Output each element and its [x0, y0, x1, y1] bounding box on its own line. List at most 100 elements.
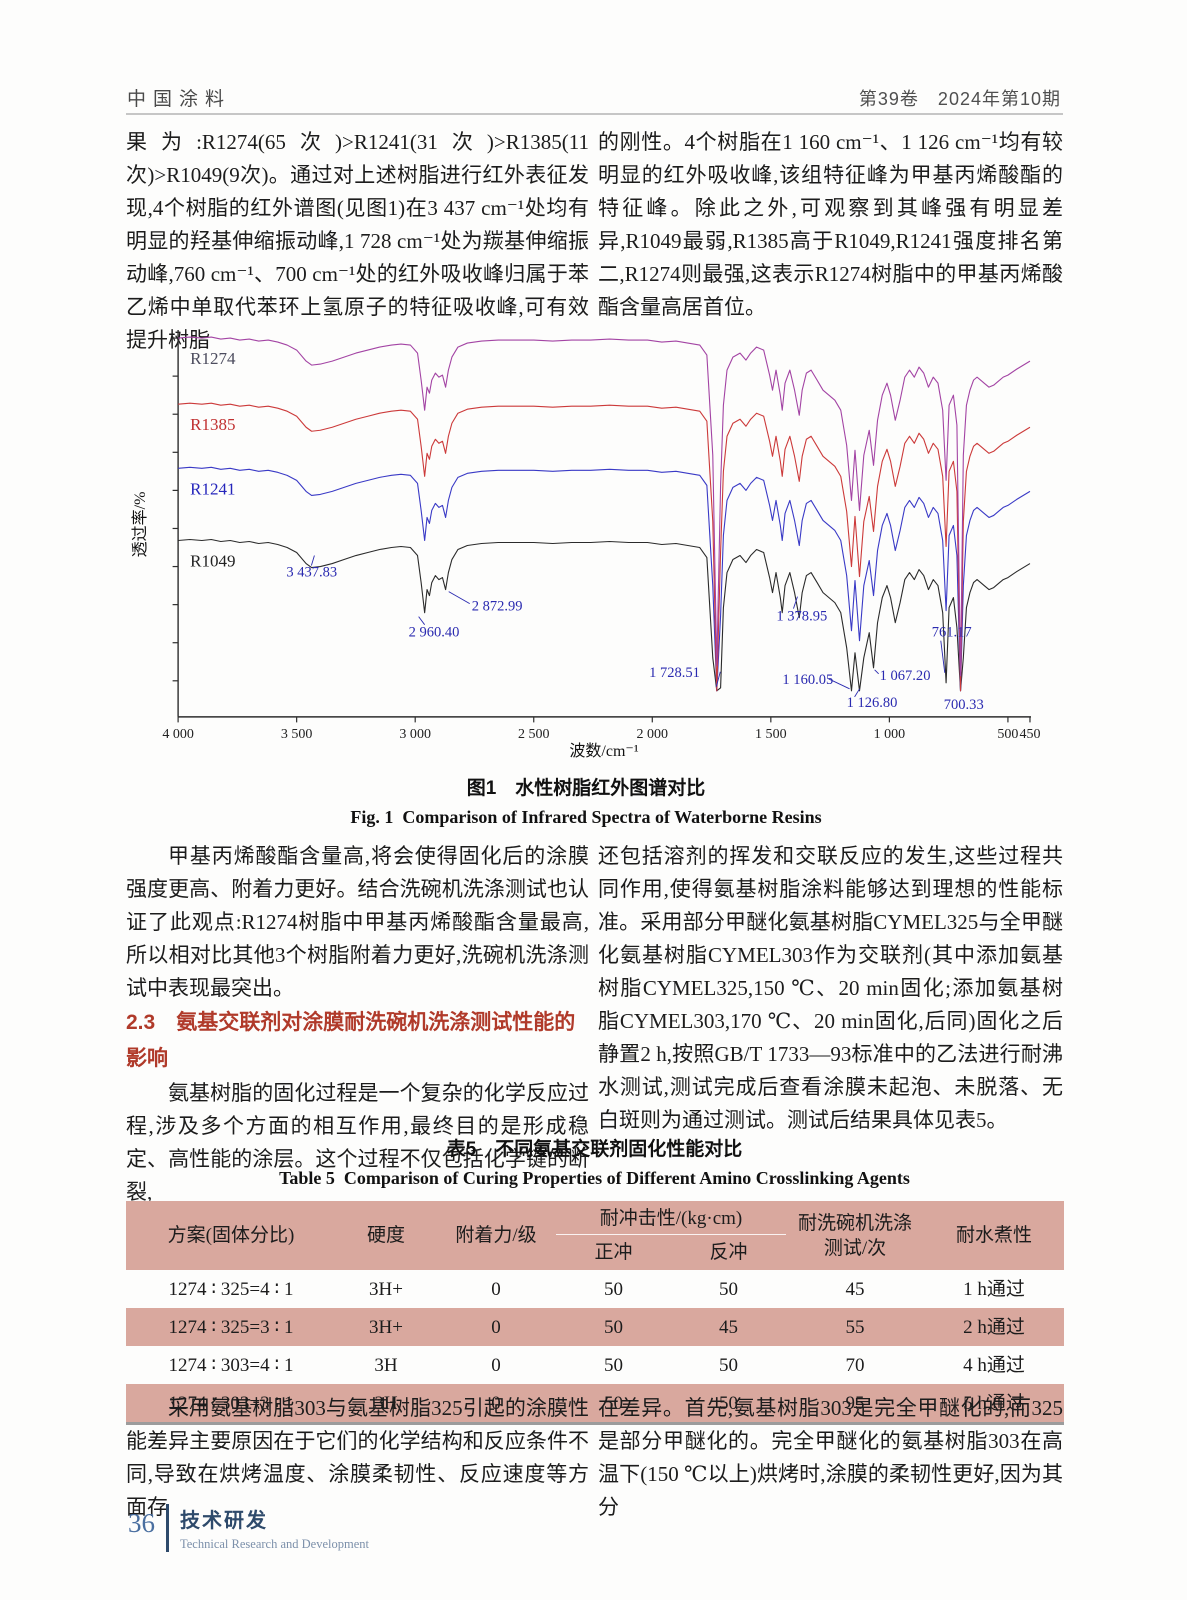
- table-cell: 50: [604, 1278, 623, 1300]
- paragraph: 在差异。首先,氨基树脂303是完全甲醚化的,而325是部分甲醚化的。完全甲醚化的…: [598, 1396, 1063, 1519]
- figure-caption-zh: 图1 水性树脂红外图谱对比: [466, 778, 706, 799]
- table-cell: 1274 ∶ 325=3 ∶ 1: [126, 1308, 336, 1346]
- peak-annotation: 1 067.20: [880, 668, 931, 684]
- table-cell: 50: [556, 1384, 671, 1424]
- peak-leader-line: [310, 555, 315, 566]
- peak-leader-line: [940, 640, 946, 673]
- table-cell: 55: [786, 1308, 925, 1346]
- footer-section: 技术研发 Technical Research and Development: [180, 1500, 369, 1552]
- table-cell: 3H: [374, 1354, 398, 1376]
- mid-column-right: 还包括溶剂的挥发和交联反应的发生,这些过程共同作用,使得氨基树脂涂料能够达到理想…: [598, 840, 1063, 1137]
- col-header-adhesion: 附着力/级: [436, 1201, 556, 1270]
- x-tick-label: 3 500: [281, 726, 313, 742]
- x-tick-label: 3 000: [399, 726, 431, 742]
- section-heading-2-3: 2.3 氨基交联剂对涂膜耐洗碗机洗涤测试性能的影响: [126, 1011, 576, 1070]
- figure-caption-en: Fig. 1 Comparison of Infrared Spectra of…: [350, 807, 822, 827]
- y-axis-title: 透过率/%: [131, 492, 149, 558]
- mid-column-left: 甲基丙烯酸酯含量高,将会使得固化后的涂膜强度更高、附着力更好。结合洗碗机洗涤测试…: [126, 840, 589, 1209]
- series-label-R1241: R1241: [190, 479, 235, 498]
- page-number: 36: [128, 1508, 155, 1538]
- peak-leader-line: [418, 616, 426, 625]
- col-header-boil: 耐水煮性: [924, 1201, 1065, 1270]
- spectrum-curve-R1241: [178, 466, 1031, 692]
- peak-annotation: 761.17: [932, 625, 972, 641]
- peak-leader-line: [854, 688, 860, 698]
- col-header-dishwash: 耐洗碗机洗涤测试/次: [786, 1201, 925, 1270]
- table-header: 方案(固体分比) 硬度 附着力/级 耐冲击性/(kg·cm) 耐洗碗机洗涤测试/…: [126, 1201, 1065, 1270]
- table-cell: 5 h通过: [924, 1384, 1065, 1424]
- paragraph: 果为:R1274(65次)>R1241(31次)>R1385(11次)>R104…: [126, 130, 589, 352]
- table-cell: 3H+: [336, 1308, 436, 1346]
- table-cell: 1274 ∶ 303=4 ∶ 1: [168, 1354, 294, 1376]
- page-footer: 36 技术研发 Technical Research and Developme…: [128, 1500, 369, 1552]
- col-header-scheme: 方案(固体分比): [126, 1201, 336, 1270]
- x-tick-label: 1 000: [874, 726, 906, 742]
- intro-column-right: 的刚性。4个树脂在1 160 cm⁻¹、1 126 cm⁻¹均有较明显的红外吸收…: [598, 126, 1063, 324]
- peak-annotation: 3 437.83: [286, 565, 337, 581]
- footer-section-zh: 技术研发: [180, 1510, 268, 1532]
- col-header-impact-negative: 反冲: [671, 1234, 787, 1270]
- paragraph: 氨基树脂的固化过程是一个复杂的化学反应过程,涉及多个方面的相互作用,最终目的是形…: [126, 1081, 589, 1204]
- series-label-R1049: R1049: [190, 552, 235, 571]
- table-5-section: 表5 不同氨基交联剂固化性能对比 Table 5 Comparison of C…: [126, 1134, 1065, 1425]
- paragraph: 采用氨基树脂303与氨基树脂325引起的涂膜性能差异主要原因在于它们的化学结构和…: [126, 1396, 589, 1519]
- table-cell: 3H: [336, 1384, 436, 1424]
- table-row: 1274 ∶ 303=4 ∶ 1 3H 0 50 50 70 4 h通过: [126, 1346, 1064, 1384]
- peak-annotation: 1 728.51: [649, 665, 700, 681]
- table-cell: 0: [491, 1278, 501, 1300]
- x-tick-label: 4 000: [162, 726, 194, 742]
- x-axis-title: 波数/cm⁻¹: [569, 742, 639, 760]
- series-label-R1385: R1385: [190, 415, 235, 434]
- table-cell: 50: [719, 1278, 738, 1300]
- table-cell: 50: [604, 1354, 623, 1376]
- ir-spectra-svg: 4 000 3 500 3 000 2 500 2 000 1 500 1 000 500 45…: [131, 330, 1040, 760]
- peak-leader-line: [448, 591, 470, 605]
- peak-leader-line: [793, 596, 798, 609]
- spectrum-curve-R1049: [178, 538, 1031, 692]
- table-row: 1274 ∶ 325=3 ∶ 1 3H+ 0 50 45 55 2 h通过: [126, 1308, 1065, 1346]
- intro-column-left: 果为:R1274(65次)>R1241(31次)>R1385(11次)>R104…: [126, 126, 589, 357]
- paragraph: 还包括溶剂的挥发和交联反应的发生,这些过程共同作用,使得氨基树脂涂料能够达到理想…: [598, 844, 1063, 1132]
- journal-name: 中国涂料: [127, 89, 232, 110]
- peak-annotation: 1 126.80: [847, 695, 898, 711]
- issue-info: 第39卷 2024年第10期: [858, 89, 1061, 109]
- col-header-impact-positive: 正冲: [556, 1234, 671, 1270]
- col-header-hardness: 硬度: [336, 1201, 436, 1270]
- peak-annotation: 700.33: [944, 697, 984, 713]
- table-cell: 50: [719, 1354, 738, 1376]
- peak-leader-line: [828, 678, 850, 690]
- bottom-column-left: 采用氨基树脂303与氨基树脂325引起的涂膜性能差异主要原因在于它们的化学结构和…: [126, 1392, 589, 1524]
- table-row: 1274 ∶ 303=3 ∶ 1 3H 0 50 50 95 5 h通过: [126, 1384, 1065, 1424]
- table-cell: 1274 ∶ 325=4 ∶ 1: [168, 1278, 294, 1300]
- spectrum-curve-R1274: [178, 336, 1031, 677]
- paragraph: 甲基丙烯酸酯含量高,将会使得固化后的涂膜强度更高、附着力更好。结合洗碗机洗涤测试…: [126, 844, 589, 1000]
- x-tick-label: 450: [1019, 726, 1040, 742]
- table-cell: 0: [491, 1354, 501, 1376]
- table-title-zh: 表5 不同氨基交联剂固化性能对比: [446, 1139, 743, 1160]
- spectrum-curve-R1385: [178, 402, 1031, 692]
- x-tick-label: 500: [997, 726, 1018, 742]
- table-row: 1274 ∶ 325=4 ∶ 1 3H+ 0 50 50 45 1 h通过: [126, 1270, 1064, 1308]
- table-cell: 50: [556, 1308, 671, 1346]
- series-label-R1274: R1274: [190, 349, 236, 368]
- x-tick-label: 2 000: [637, 726, 669, 742]
- peak-leader-line: [715, 671, 721, 687]
- table-cell: 1 h通过: [963, 1278, 1025, 1300]
- results-table-body: 1274 ∶ 325=4 ∶ 1 3H+ 0 50 50 45 1 h通过 1274 ∶ 32…: [126, 1270, 1065, 1424]
- peak-annotation: 1 160.05: [782, 672, 833, 688]
- table-cell: 70: [845, 1354, 865, 1376]
- x-tick-label: 1 500: [755, 726, 787, 742]
- paragraph: 的刚性。4个树脂在1 160 cm⁻¹、1 126 cm⁻¹均有较明显的红外吸收…: [598, 130, 1063, 319]
- footer-divider: [166, 1504, 169, 1552]
- footer-section-en: Technical Research and Development: [180, 1537, 369, 1551]
- table-cell: 4 h通过: [963, 1354, 1025, 1376]
- peak-leader-line: [874, 669, 879, 675]
- table-cell: 45: [845, 1278, 865, 1300]
- peak-annotation: 2 872.99: [472, 599, 523, 615]
- table-cell: 95: [786, 1384, 925, 1424]
- table-cell: 3H+: [369, 1278, 403, 1300]
- table-cell: 0: [436, 1384, 556, 1424]
- col-header-impact-group: 耐冲击性/(kg·cm): [556, 1201, 787, 1235]
- peak-annotation: 2 960.40: [409, 625, 460, 641]
